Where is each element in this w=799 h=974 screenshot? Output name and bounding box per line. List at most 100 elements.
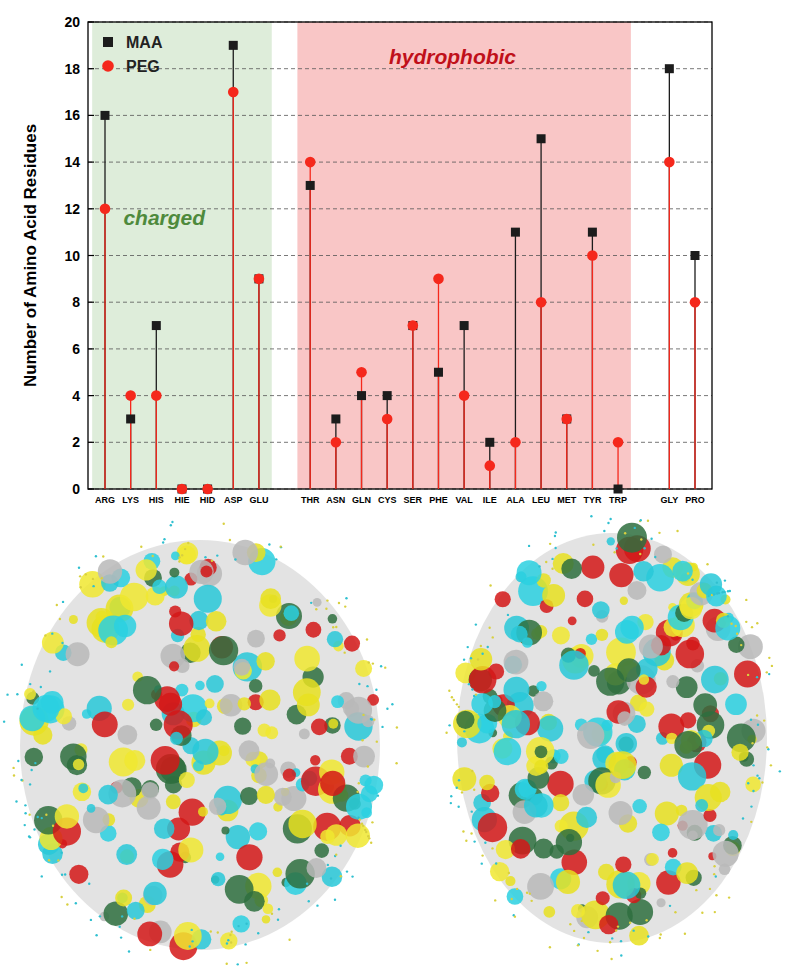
molecule-render [445, 515, 781, 960]
marker [485, 438, 494, 447]
marker [613, 437, 624, 448]
tick-label: GLU [249, 495, 268, 505]
tick-label: PRO [685, 495, 705, 505]
tick-label: ASP [224, 495, 243, 505]
stem [669, 162, 670, 489]
stem [566, 419, 567, 489]
tick [88, 348, 94, 349]
tick-label: 16 [64, 107, 80, 123]
legend-label: PEG [126, 58, 160, 75]
tick-label: GLN [352, 495, 371, 505]
tick-label: 10 [64, 248, 80, 264]
tick-label: VAL [455, 495, 473, 505]
tick-label: ASN [326, 495, 345, 505]
stem [387, 396, 388, 489]
tick-label: ARG [95, 495, 115, 505]
marker [151, 390, 162, 401]
marker [460, 321, 469, 330]
marker [177, 484, 188, 495]
stem [104, 209, 105, 489]
tick-label: 14 [64, 154, 80, 170]
stem [412, 326, 413, 489]
tick-label: GLY [661, 495, 679, 505]
stem [387, 419, 388, 489]
stem [694, 302, 695, 489]
marker [511, 228, 520, 237]
marker [459, 390, 470, 401]
legend-marker [103, 37, 113, 47]
tick [88, 302, 94, 303]
marker [408, 321, 417, 330]
marks [100, 41, 701, 494]
marker [536, 297, 547, 308]
tick-label: 12 [64, 201, 80, 217]
tick-label: 6 [72, 341, 80, 357]
grid-line [88, 395, 712, 396]
marker [383, 391, 392, 400]
grid-line [88, 348, 712, 349]
stem [592, 256, 593, 490]
tick-label: ILE [483, 495, 497, 505]
stem [540, 139, 541, 489]
tick [88, 115, 94, 116]
marker [588, 228, 597, 237]
tick-label: ALA [506, 495, 525, 505]
tick-label: TRP [609, 495, 627, 505]
tick-label: 18 [64, 61, 80, 77]
marker [177, 485, 186, 494]
marker [100, 204, 111, 215]
legend-label: MAA [126, 34, 163, 51]
stem [156, 396, 157, 489]
marker [356, 367, 367, 378]
stem [258, 279, 259, 489]
tick-label: 8 [72, 294, 80, 310]
stem [438, 279, 439, 489]
stem [130, 396, 131, 489]
tick [88, 255, 94, 256]
tick-label: 4 [72, 388, 80, 404]
tick [88, 162, 94, 163]
marker [562, 414, 571, 423]
tick-label: TYR [583, 495, 602, 505]
stem [258, 279, 259, 489]
tick-label: THR [301, 495, 320, 505]
tick-label: 2 [72, 434, 80, 450]
tick [88, 395, 94, 396]
marker [305, 157, 316, 168]
stem [335, 419, 336, 489]
stem [592, 232, 593, 489]
marker [484, 460, 495, 471]
marker [614, 485, 623, 494]
marker [382, 414, 393, 425]
marker [587, 250, 598, 261]
marker [690, 297, 701, 308]
stem [156, 326, 157, 489]
tick-label: HIE [174, 495, 189, 505]
marker [254, 274, 263, 283]
marker [664, 157, 675, 168]
marker [228, 87, 239, 98]
grid-line [88, 255, 712, 256]
stem [617, 442, 618, 489]
stem [566, 419, 567, 489]
stem [310, 162, 311, 489]
tick [88, 208, 94, 209]
stem [515, 442, 516, 489]
stem [361, 372, 362, 489]
stem [694, 256, 695, 490]
marker [125, 390, 136, 401]
marker [331, 414, 340, 423]
tick-label: LYS [122, 495, 139, 505]
grid-line [88, 115, 712, 116]
plot-frame [88, 22, 712, 489]
tick-label: SER [404, 495, 423, 505]
marker [561, 414, 572, 425]
tick-label: LEU [532, 495, 550, 505]
stem [463, 326, 464, 489]
marker [202, 484, 213, 495]
stem [540, 302, 541, 489]
legend-marker [102, 60, 114, 72]
grid-line [88, 302, 712, 303]
stem [463, 396, 464, 489]
tick-label: HIS [149, 495, 164, 505]
